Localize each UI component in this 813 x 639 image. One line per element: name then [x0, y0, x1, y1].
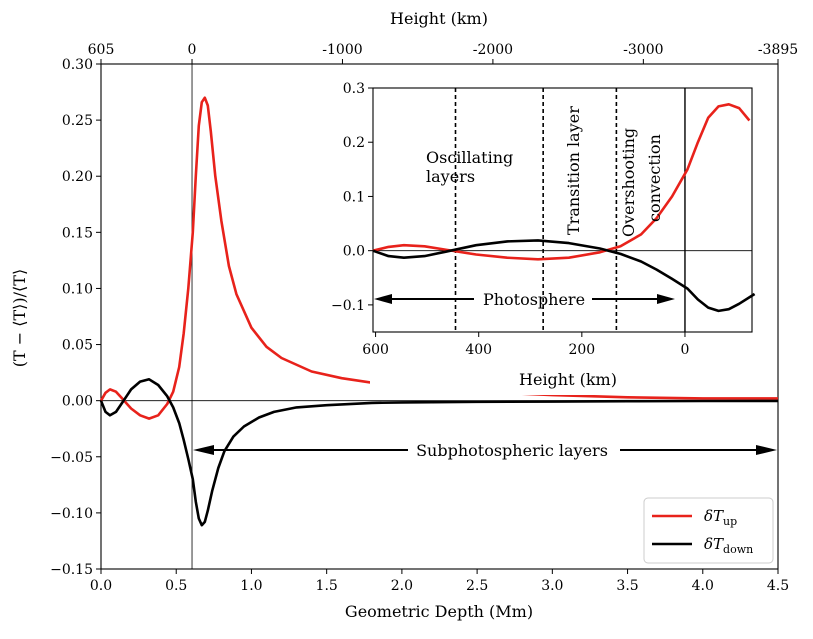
- x-axis-label: Geometric Depth (Mm): [345, 602, 533, 621]
- inset-x-tick-label: 600: [362, 342, 389, 358]
- x-tick-label: 2.5: [466, 578, 488, 594]
- y-tick-label: −0.05: [50, 450, 93, 466]
- legend-label-down: δTdown: [704, 535, 753, 556]
- y-tick-label: 0.25: [62, 113, 93, 129]
- x-tick-label: 0.0: [90, 578, 112, 594]
- inset-label-transition: Transition layer: [564, 106, 583, 235]
- inset-y-tick-label: 0.0: [343, 244, 365, 260]
- top-tick-label: -1000: [322, 42, 362, 58]
- x-tick-label: 3.0: [541, 578, 563, 594]
- inset-series-layer: [372, 103, 756, 313]
- x-tick-label: 0.5: [165, 578, 187, 594]
- inset-label-overshooting-2: convection: [645, 134, 664, 222]
- top-tick-label: -3895: [758, 42, 798, 58]
- x-tick-label: 4.5: [767, 578, 789, 594]
- inset-x-tick-label: 400: [465, 342, 492, 358]
- top-tick-label: -3000: [623, 42, 663, 58]
- top-tick-label: -2000: [473, 42, 513, 58]
- photosphere-label: Photosphere: [483, 290, 585, 309]
- y-tick-label: 0.30: [62, 57, 93, 73]
- x-tick-label: 4.0: [692, 578, 714, 594]
- subphotospheric-label: Subphotospheric layers: [416, 441, 608, 460]
- inset-label-oscillating-1: Oscillating: [426, 148, 513, 167]
- inset-y-tick-label: 0.2: [343, 135, 365, 151]
- x-tick-label: 2.0: [391, 578, 413, 594]
- x-tick-label: 1.0: [240, 578, 262, 594]
- inset-background: [370, 80, 766, 395]
- legend: δTup δTdown: [643, 497, 774, 564]
- x-tick-label: 1.5: [316, 578, 338, 594]
- main-plot-frame: [100, 63, 779, 570]
- inset-axis-ticks: 600 400 200 0 −0.1 0.0 0.1 0.2 0.3: [331, 81, 689, 358]
- inset-reference-lines: [373, 88, 752, 332]
- main-axis-ticks: 0.0 0.5 1.0 1.5 2.0 2.5 3.0 3.5 4.0 4.5−0.15−0.10…: [50, 42, 798, 594]
- y-axis-label: (T − ⟨T⟩)/⟨T⟩: [10, 269, 29, 367]
- photosphere-arrow: [374, 294, 675, 304]
- top-tick-label: 0: [188, 42, 197, 58]
- inset-label-oscillating-2: layers: [426, 167, 475, 186]
- inset-plot-frame: [372, 87, 753, 333]
- legend-label-up: δTup: [704, 507, 737, 528]
- inset-label-overshooting-1: Overshooting: [619, 128, 638, 237]
- y-tick-label: −0.15: [50, 562, 93, 578]
- top-axis-label: Height (km): [390, 9, 488, 28]
- series-line-down: [99, 378, 779, 527]
- inset-y-tick-label: 0.1: [343, 189, 365, 205]
- inset-x-axis-label: Height (km): [519, 370, 617, 389]
- inset-x-tick-label: 0: [681, 342, 690, 358]
- y-tick-label: −0.10: [50, 506, 93, 522]
- y-tick-label: 0.10: [62, 281, 93, 297]
- y-tick-label: 0.20: [62, 169, 93, 185]
- inset-y-tick-label: −0.1: [331, 298, 365, 314]
- inset-x-tick-label: 200: [568, 342, 595, 358]
- y-tick-label: 0.00: [62, 394, 93, 410]
- inset-series-line-up: [372, 103, 751, 261]
- subphotospheric-arrow: [193, 445, 777, 455]
- inset-series-line-down: [372, 239, 756, 313]
- inset-y-tick-label: 0.3: [343, 81, 365, 97]
- y-tick-label: 0.15: [62, 225, 93, 241]
- x-tick-label: 3.5: [616, 578, 638, 594]
- top-tick-label: 605: [88, 42, 115, 58]
- y-tick-label: 0.05: [62, 338, 93, 354]
